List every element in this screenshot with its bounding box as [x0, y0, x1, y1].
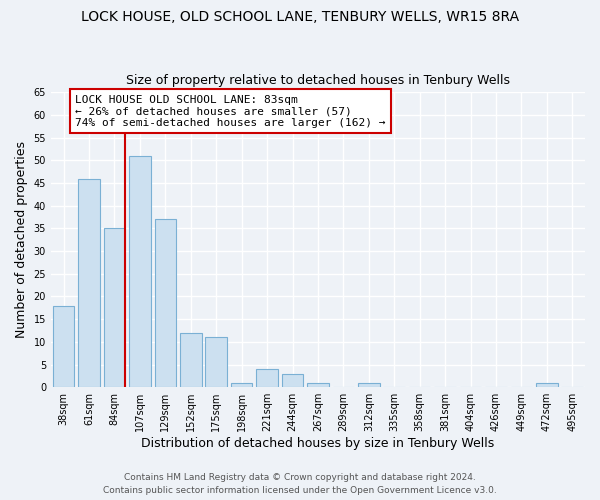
X-axis label: Distribution of detached houses by size in Tenbury Wells: Distribution of detached houses by size … [142, 437, 494, 450]
Bar [307, 382, 329, 387]
Bar [129, 156, 151, 387]
Bar [358, 382, 380, 387]
Text: LOCK HOUSE OLD SCHOOL LANE: 83sqm
← 26% of detached houses are smaller (57)
74% : LOCK HOUSE OLD SCHOOL LANE: 83sqm ← 26% … [75, 94, 386, 128]
Bar [256, 369, 278, 387]
Y-axis label: Number of detached properties: Number of detached properties [15, 142, 28, 338]
Bar [78, 178, 100, 387]
Bar [282, 374, 304, 387]
Bar [155, 220, 176, 387]
Bar [205, 338, 227, 387]
Bar [231, 382, 253, 387]
Bar [104, 228, 125, 387]
Bar [53, 306, 74, 387]
Bar [180, 333, 202, 387]
Text: LOCK HOUSE, OLD SCHOOL LANE, TENBURY WELLS, WR15 8RA: LOCK HOUSE, OLD SCHOOL LANE, TENBURY WEL… [81, 10, 519, 24]
Title: Size of property relative to detached houses in Tenbury Wells: Size of property relative to detached ho… [126, 74, 510, 87]
Text: Contains HM Land Registry data © Crown copyright and database right 2024.
Contai: Contains HM Land Registry data © Crown c… [103, 473, 497, 495]
Bar [536, 382, 557, 387]
